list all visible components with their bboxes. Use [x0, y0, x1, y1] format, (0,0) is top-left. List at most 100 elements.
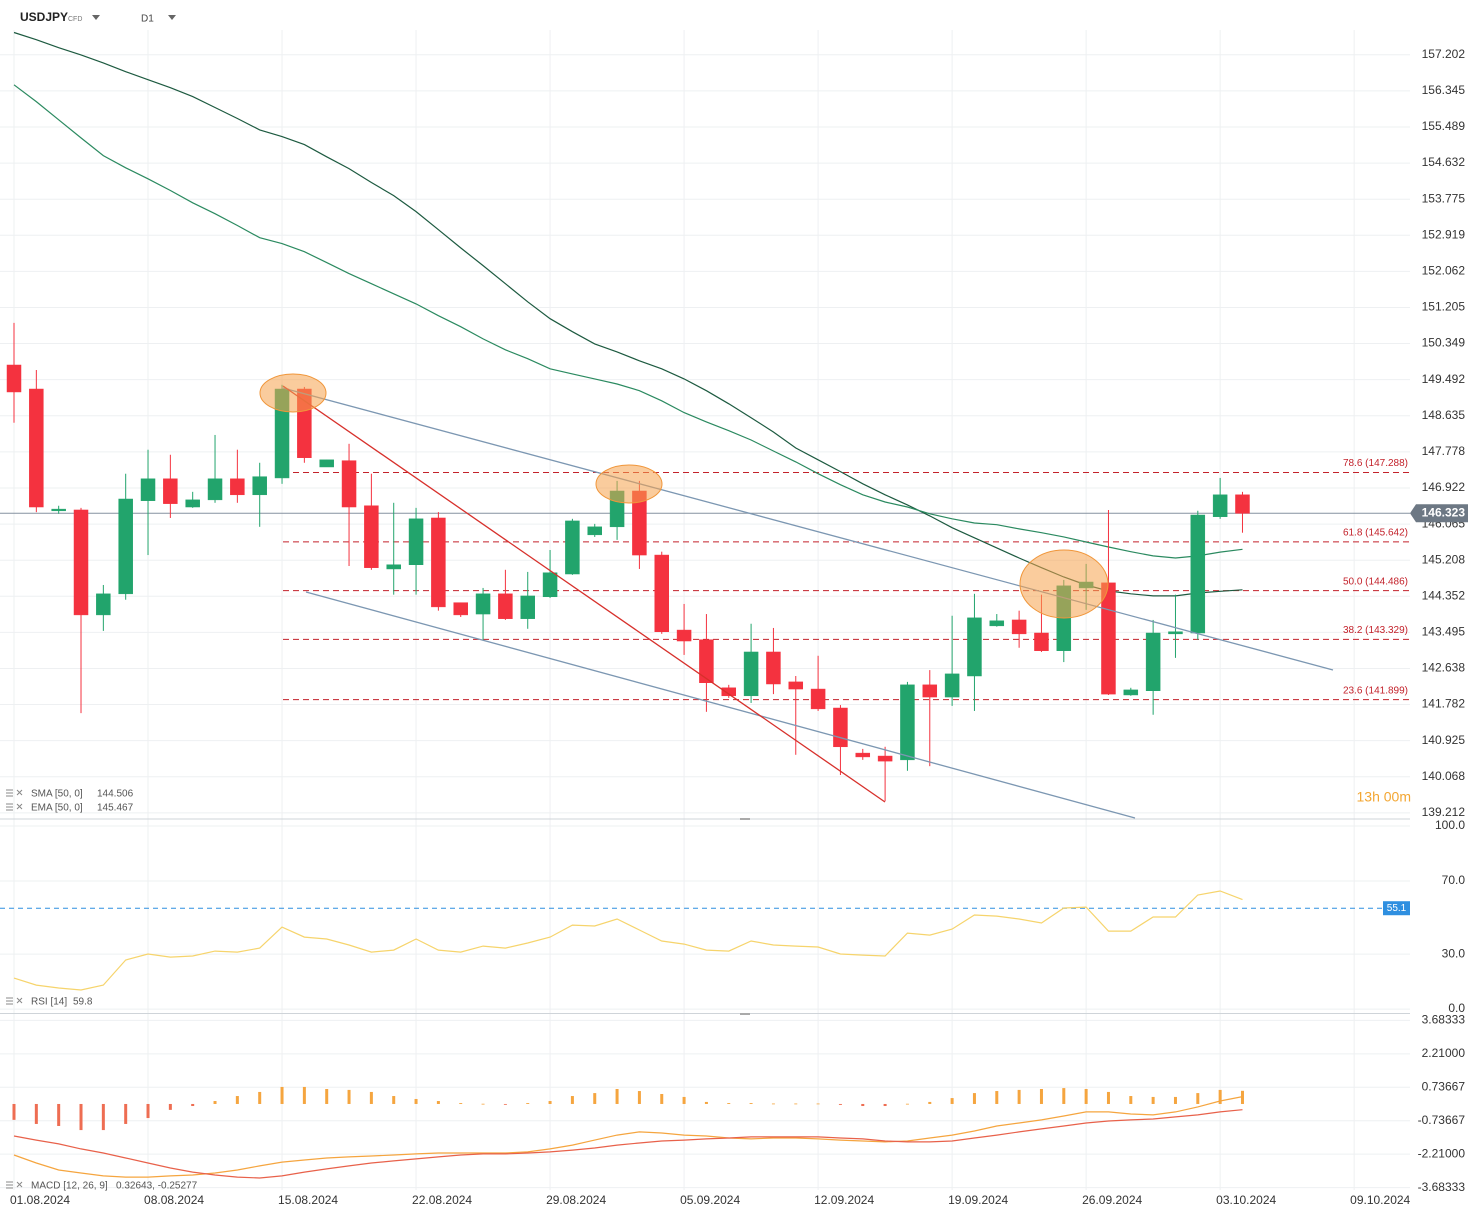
candle-body	[944, 673, 960, 698]
grid-layer	[0, 30, 1410, 1190]
highlight[interactable]	[595, 464, 663, 504]
resize-handle[interactable]	[740, 818, 750, 820]
candle-body	[319, 459, 334, 468]
y-tick-label: -2.21000	[1418, 1146, 1466, 1160]
y-tick-label: 148.635	[1422, 408, 1466, 422]
candle-body	[1235, 494, 1250, 514]
symbol[interactable]: USDJPY	[20, 10, 68, 24]
histogram-bar	[950, 1098, 954, 1104]
legend-icons[interactable]	[6, 789, 23, 1189]
y-tick-label: 140.068	[1422, 769, 1466, 783]
candle-body	[252, 476, 267, 496]
candle-body	[810, 688, 826, 710]
legend-label: MACD [12, 26, 9]	[31, 1181, 108, 1192]
candle-body	[900, 684, 915, 761]
trendline[interactable]	[305, 591, 1136, 819]
dropdown-arrow[interactable]	[92, 15, 100, 20]
candle-body	[1011, 619, 1027, 635]
histogram-bar	[905, 1103, 909, 1105]
legend-value: 144.506	[97, 789, 134, 800]
fib-label: 50.0 (144.486)	[1343, 576, 1408, 587]
y-tick-label: 2.21000	[1422, 1046, 1466, 1060]
y-tick-label: 30.0	[1442, 946, 1466, 960]
highlight[interactable]	[1019, 549, 1109, 619]
x-tick-label: 01.08.2024	[10, 1193, 70, 1207]
histogram-bar	[1196, 1093, 1200, 1104]
histogram-bar	[213, 1101, 217, 1104]
candle-body	[833, 707, 848, 748]
candle-body	[520, 595, 535, 619]
candle-body	[73, 509, 89, 616]
y-tick-label: 152.062	[1422, 264, 1466, 278]
candle-body	[721, 687, 737, 697]
x-tick-label: 26.09.2024	[1082, 1193, 1142, 1207]
legend-value: 145.467	[97, 803, 134, 814]
histogram-bar	[1084, 1088, 1088, 1104]
histogram-bar	[727, 1103, 731, 1104]
y-tick-label: 154.632	[1422, 155, 1466, 169]
y-tick-label: 153.775	[1422, 191, 1466, 205]
trendline[interactable]	[282, 387, 1334, 671]
legend-value: 59.8	[73, 997, 93, 1008]
histogram-bar	[459, 1103, 463, 1104]
histogram-bar	[57, 1103, 61, 1126]
dropdown-arrow[interactable]	[168, 15, 176, 20]
histogram-bar	[682, 1096, 686, 1104]
candle-body	[542, 572, 558, 598]
y-tick-label: 156.345	[1422, 83, 1466, 97]
x-tick-label: 08.08.2024	[144, 1193, 204, 1207]
histogram-bar	[861, 1103, 865, 1107]
y-tick-label: 70.0	[1442, 873, 1466, 887]
y-tick-label: 149.492	[1422, 372, 1466, 386]
level-tag	[1383, 901, 1410, 916]
y-tick-label: 0.73667	[1422, 1079, 1466, 1093]
macd-line	[13, 1109, 1243, 1179]
histogram-bar	[436, 1101, 440, 1104]
resize-handle[interactable]	[740, 1013, 750, 1015]
histogram-bar	[124, 1103, 128, 1124]
overlay-layer: 01.08.2024 08.08.2024 15.08.2024 22.08.2024…	[10, 47, 1468, 1207]
histogram-bar	[168, 1103, 172, 1110]
histogram-bar	[548, 1101, 552, 1104]
candle-body	[1034, 632, 1049, 651]
histogram-bar	[1240, 1090, 1244, 1104]
histogram-bar	[1151, 1096, 1155, 1104]
histogram-bar	[235, 1096, 239, 1104]
countdown: 13h 00m	[1357, 789, 1411, 805]
histogram-bar	[12, 1103, 16, 1120]
histogram-bar	[258, 1091, 262, 1104]
histogram-bar	[637, 1091, 641, 1104]
histogram-bar	[280, 1086, 284, 1104]
candle-body	[855, 752, 871, 758]
histogram-bar	[838, 1103, 842, 1105]
candle-body	[453, 602, 468, 616]
highlight[interactable]	[259, 373, 327, 413]
candle-body	[676, 629, 692, 642]
y-tick-label: 0.0	[1448, 1001, 1465, 1015]
trendline[interactable]	[282, 385, 886, 803]
histogram-bar	[503, 1103, 507, 1105]
y-tick-label: 157.202	[1422, 47, 1466, 61]
fib-label: 78.6 (147.288)	[1343, 458, 1408, 469]
histogram-bar	[369, 1091, 373, 1104]
x-tick-label: 09.10.2024	[1350, 1193, 1410, 1207]
histogram-bar	[995, 1091, 999, 1104]
y-tick-label: 141.782	[1422, 697, 1466, 711]
histogram-bar	[302, 1086, 306, 1104]
level-tag-label: 55.1	[1387, 903, 1407, 914]
price-tag	[1410, 504, 1468, 523]
histogram-bar	[392, 1096, 396, 1104]
y-tick-label: 152.919	[1422, 227, 1466, 241]
candle-body	[587, 526, 602, 536]
candle-body	[922, 684, 938, 698]
y-tick-label: 151.205	[1422, 300, 1466, 314]
histogram-bar	[1062, 1088, 1066, 1104]
timeframe[interactable]: D1	[141, 14, 154, 25]
candle-body	[788, 681, 804, 690]
histogram-bar	[749, 1103, 753, 1104]
histogram-bar	[816, 1103, 820, 1105]
candle-body	[96, 593, 111, 616]
histogram-bar	[526, 1103, 530, 1104]
histogram-bar	[771, 1103, 775, 1105]
